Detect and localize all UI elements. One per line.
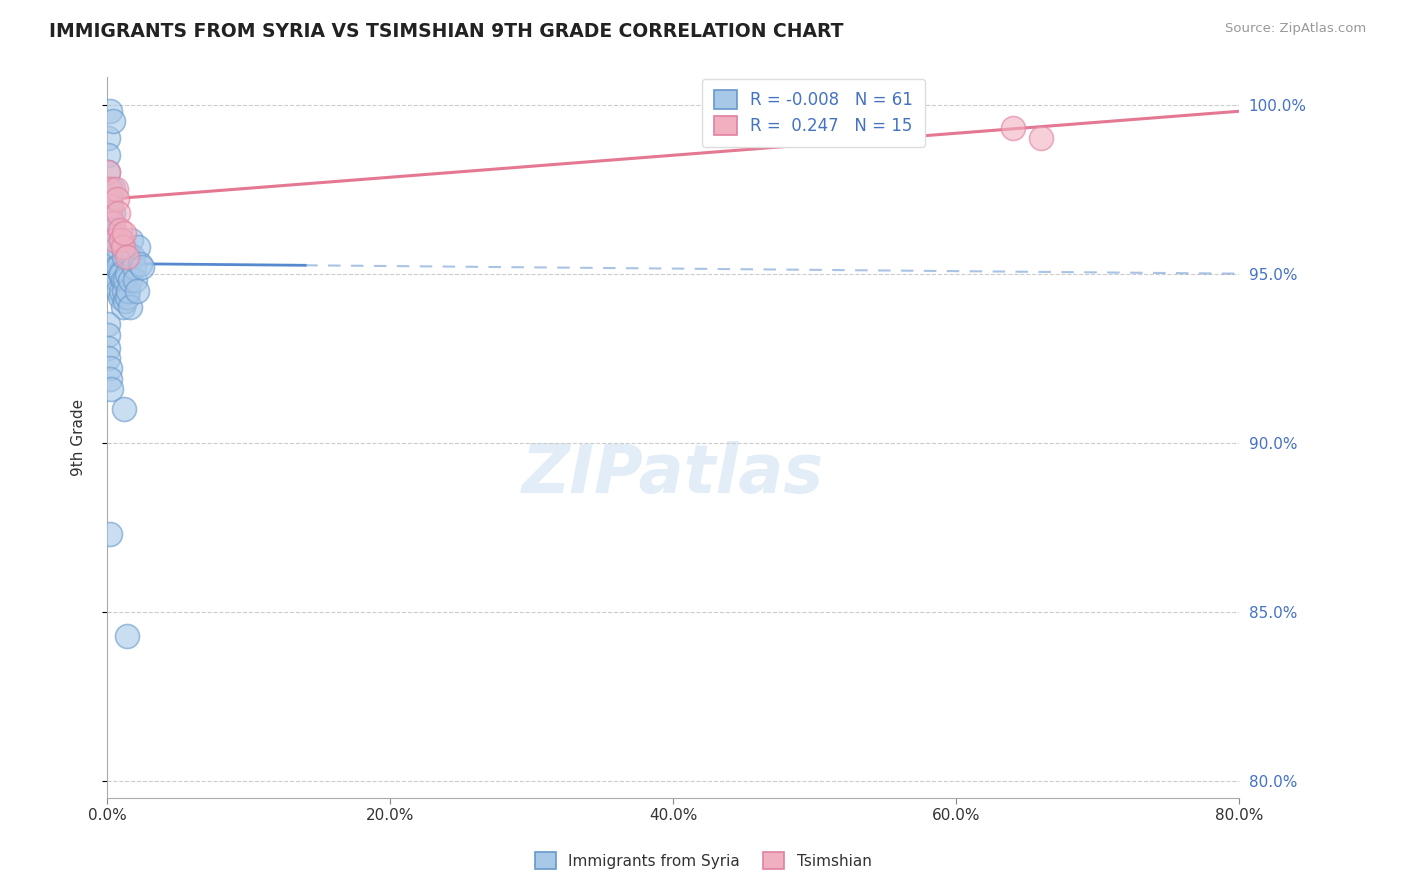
Point	[112, 226, 135, 240]
Point	[107, 206, 129, 220]
Point	[115, 290, 138, 304]
Point	[98, 104, 121, 119]
Point	[100, 199, 122, 213]
Point	[107, 284, 129, 298]
Point	[112, 284, 135, 298]
Point	[104, 182, 127, 196]
Point	[100, 233, 122, 247]
Point	[117, 284, 139, 298]
Point	[110, 233, 132, 247]
Point	[103, 243, 125, 257]
Point	[101, 114, 124, 128]
Point	[97, 182, 120, 196]
Point	[112, 402, 135, 417]
Point	[122, 260, 145, 274]
Point	[101, 182, 124, 196]
Point	[115, 629, 138, 643]
Point	[105, 239, 128, 253]
Point	[101, 206, 124, 220]
Point	[127, 239, 149, 253]
Point	[108, 267, 131, 281]
Point	[98, 192, 121, 206]
Point	[100, 382, 122, 396]
Point	[115, 267, 138, 281]
Point	[120, 233, 142, 247]
Point	[104, 260, 127, 274]
Point	[110, 267, 132, 281]
Point	[128, 256, 150, 270]
Point	[110, 233, 132, 247]
Point	[114, 293, 136, 308]
Point	[124, 273, 146, 287]
Point	[107, 260, 129, 274]
Point	[97, 327, 120, 342]
Point	[97, 318, 120, 332]
Point	[1029, 131, 1052, 145]
Point	[108, 290, 131, 304]
Point	[98, 527, 121, 541]
Point	[125, 284, 148, 298]
Point	[103, 222, 125, 236]
Point	[97, 131, 120, 145]
Point	[103, 233, 125, 247]
Point	[100, 222, 122, 236]
Point	[111, 301, 134, 315]
Legend: R = -0.008   N = 61, R =  0.247   N = 15: R = -0.008 N = 61, R = 0.247 N = 15	[702, 78, 925, 147]
Point	[97, 351, 120, 366]
Point	[105, 273, 128, 287]
Y-axis label: 9th Grade: 9th Grade	[72, 400, 86, 476]
Point	[1001, 121, 1024, 136]
Point	[117, 246, 139, 260]
Point	[100, 212, 122, 227]
Point	[104, 250, 127, 264]
Point	[98, 206, 121, 220]
Point	[110, 284, 132, 298]
Text: IMMIGRANTS FROM SYRIA VS TSIMSHIAN 9TH GRADE CORRELATION CHART: IMMIGRANTS FROM SYRIA VS TSIMSHIAN 9TH G…	[49, 22, 844, 41]
Point	[115, 250, 138, 264]
Point	[121, 250, 143, 264]
Point	[97, 148, 120, 162]
Point	[98, 182, 121, 196]
Point	[105, 267, 128, 281]
Point	[98, 361, 121, 376]
Point	[97, 165, 120, 179]
Point	[97, 165, 120, 179]
Point	[98, 216, 121, 230]
Point	[111, 273, 134, 287]
Point	[118, 301, 141, 315]
Point	[98, 371, 121, 385]
Point	[101, 216, 124, 230]
Legend: Immigrants from Syria, Tsimshian: Immigrants from Syria, Tsimshian	[529, 846, 877, 875]
Point	[105, 192, 128, 206]
Text: Source: ZipAtlas.com: Source: ZipAtlas.com	[1226, 22, 1367, 36]
Point	[131, 260, 153, 274]
Point	[108, 222, 131, 236]
Point	[118, 273, 141, 287]
Text: ZIPatlas: ZIPatlas	[522, 441, 824, 507]
Point	[111, 239, 134, 253]
Point	[114, 273, 136, 287]
Point	[103, 233, 125, 247]
Point	[100, 199, 122, 213]
Point	[97, 341, 120, 355]
Point	[112, 250, 135, 264]
Point	[104, 233, 127, 247]
